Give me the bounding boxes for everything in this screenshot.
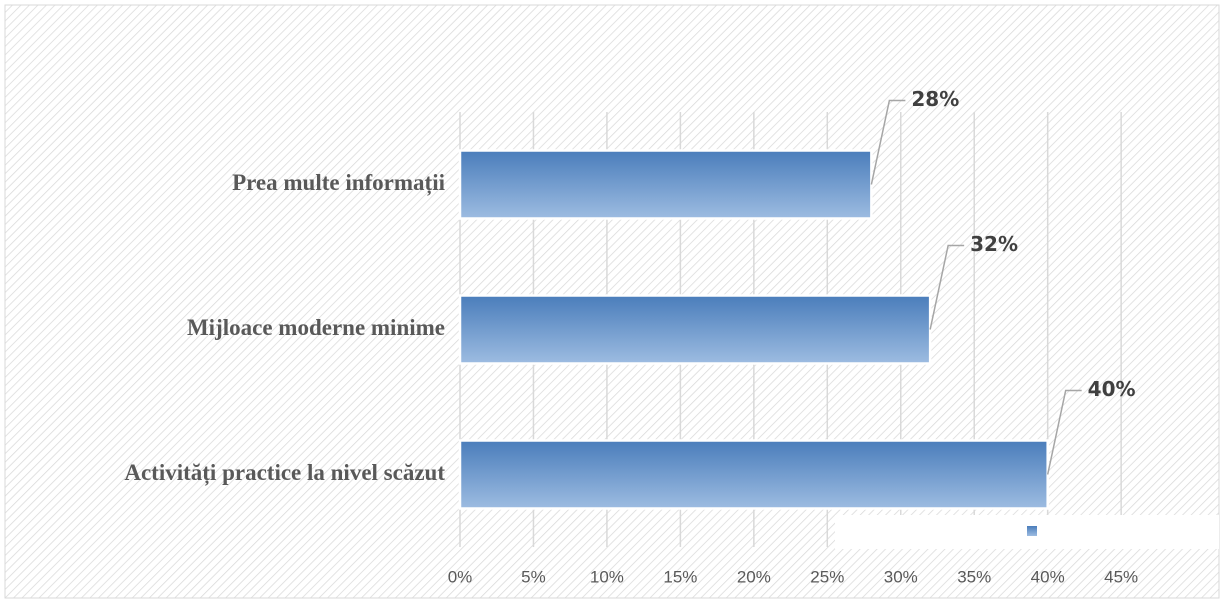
x-tick-label: 20% [737,567,771,586]
bar [458,149,873,220]
leader-line [1046,389,1082,475]
leader-line [929,244,965,330]
x-tick-label: 15% [663,567,697,586]
x-tick-label: 10% [590,567,624,586]
leader-line [870,99,906,185]
x-tick-label: 35% [957,567,991,586]
data-label: 28% [911,87,959,111]
bar [458,294,932,365]
x-tick-label: 40% [1031,567,1065,586]
y-tick-label: Prea multe informații [232,170,446,196]
data-label: 32% [970,232,1018,256]
x-tick-label: 25% [810,567,844,586]
x-tick-label: 5% [521,567,546,586]
y-tick-label: Mijloace moderne minime [187,315,445,340]
x-tick-label: 0% [448,567,473,586]
bar [458,439,1049,510]
x-tick-label: 45% [1104,567,1138,586]
data-label: 40% [1088,377,1136,401]
y-tick-label: Activități practice la nivel scăzut [124,460,445,486]
x-tick-label: 30% [884,567,918,586]
legend-marker [1027,526,1037,536]
